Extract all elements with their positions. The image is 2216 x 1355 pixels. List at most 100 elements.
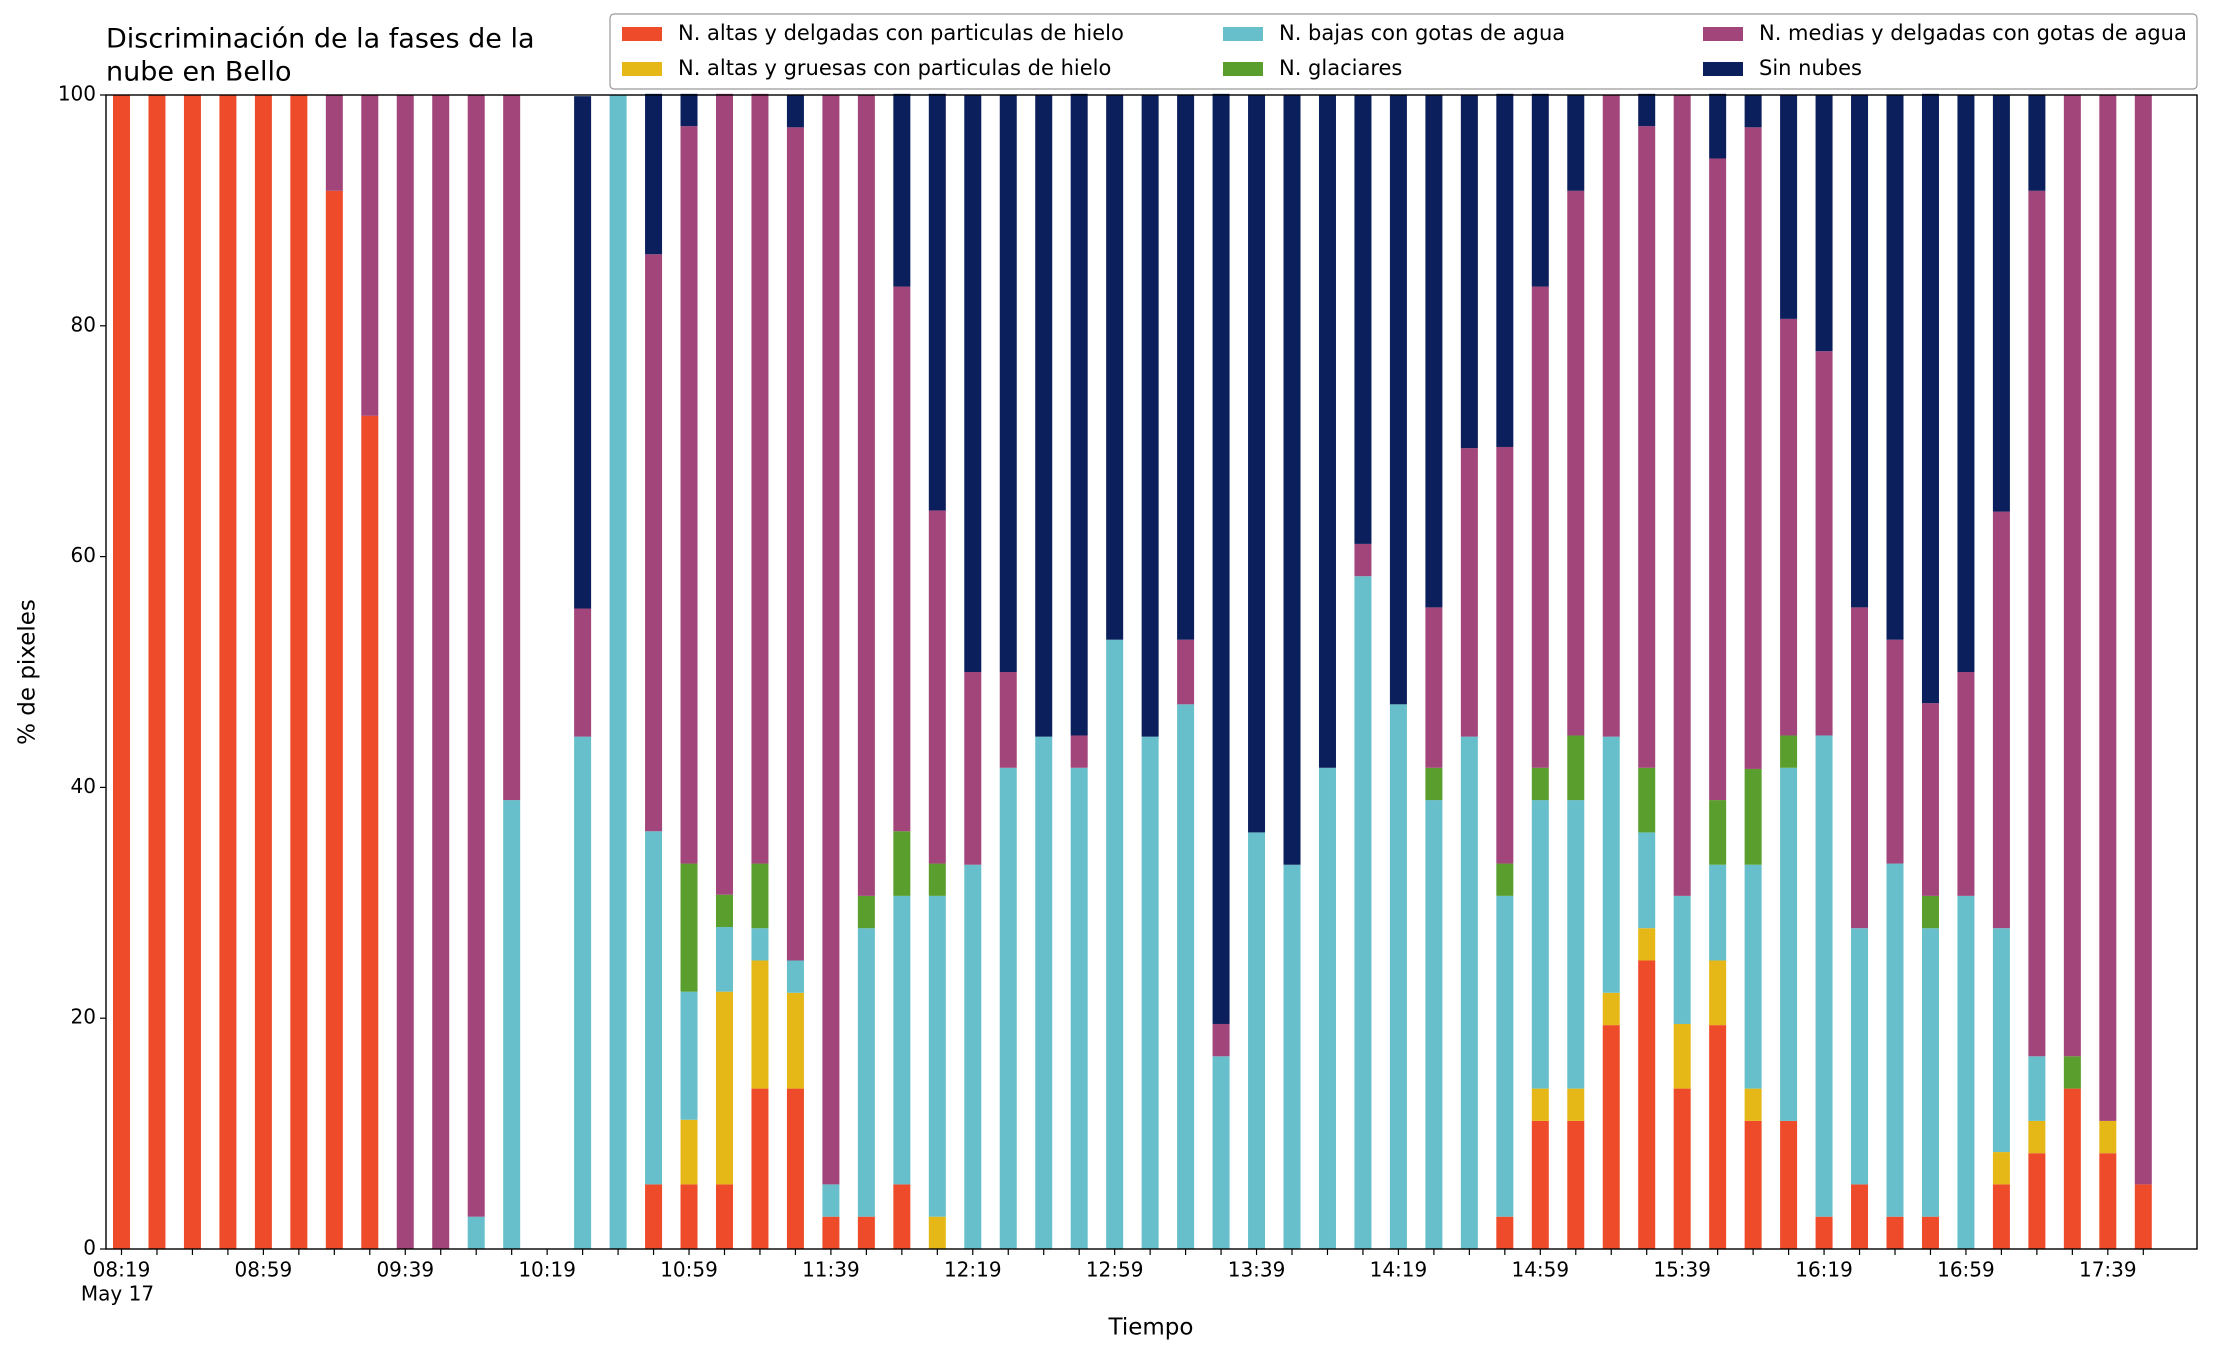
- x-tick-label: 13:39: [1228, 1258, 1286, 1282]
- bar-segment: [1035, 95, 1053, 737]
- bar-segment: [325, 190, 343, 1250]
- bar-segment: [2099, 1120, 2117, 1154]
- bar-segment: [751, 863, 769, 929]
- bar-segment: [361, 415, 379, 1249]
- bar-segment: [1035, 736, 1053, 1249]
- bar-segment: [113, 95, 130, 1249]
- bar-segment: [1709, 960, 1727, 1026]
- bar-segment: [1851, 928, 1869, 1185]
- bar-segment: [751, 93, 769, 864]
- bar-segment: [1886, 1216, 1904, 1249]
- bar-segment: [1709, 93, 1727, 159]
- bar-segment: [857, 95, 875, 896]
- bar-segment: [1744, 768, 1762, 865]
- bar-segment: [786, 992, 804, 1089]
- y-axis-label: % de pixeles: [15, 599, 41, 745]
- bar-segment: [1425, 767, 1443, 801]
- bar-segment: [857, 895, 875, 929]
- bar-segment: [1709, 158, 1727, 801]
- legend-label: N. altas y delgadas con particulas de hi…: [678, 21, 1124, 45]
- bar-segment: [1602, 1025, 1620, 1249]
- bar-segment: [786, 1088, 804, 1249]
- bar-segment: [2063, 95, 2081, 1057]
- bar-segment: [680, 1119, 698, 1185]
- y-tick-label: 20: [71, 1005, 96, 1029]
- bar-segment: [1709, 864, 1727, 961]
- bar-segment: [1638, 767, 1656, 833]
- bar-segment: [1673, 895, 1691, 1024]
- bar-segment: [1531, 1120, 1549, 1249]
- bar-segment: [2028, 1120, 2046, 1154]
- bar-segment: [1567, 735, 1585, 801]
- bar-segment: [928, 93, 946, 511]
- bar-segment: [2028, 1056, 2046, 1121]
- bar-segment: [1248, 832, 1266, 1249]
- bar-segment: [1354, 543, 1372, 577]
- bar-segment: [2063, 1088, 2081, 1249]
- bar-segment: [1496, 895, 1514, 1217]
- bar-segment: [1354, 576, 1372, 1249]
- bar-segment: [928, 895, 946, 1217]
- bar-segment: [751, 928, 769, 961]
- bar-segment: [1709, 1025, 1727, 1249]
- y-tick-label: 80: [71, 312, 96, 336]
- bar-segment: [1815, 351, 1833, 736]
- bar-segment: [1602, 95, 1620, 737]
- bar-segment: [1638, 928, 1656, 961]
- bar-segment: [2134, 95, 2152, 1185]
- bar-segment: [503, 95, 521, 801]
- bar-segment: [822, 1184, 840, 1217]
- bar-segment: [715, 1184, 733, 1249]
- bar-segment: [1141, 95, 1159, 737]
- bar-segment: [1460, 95, 1478, 449]
- bar-segment: [1957, 672, 1975, 896]
- bar-segment: [1921, 1216, 1939, 1249]
- y-tick-label: 100: [58, 82, 96, 106]
- bar-segment: [1638, 832, 1656, 929]
- bar-segment: [2099, 1153, 2117, 1249]
- bar-segment: [857, 1216, 875, 1249]
- bar-segment: [1070, 735, 1088, 768]
- bar-segment: [503, 800, 521, 1249]
- bar-segment: [1921, 93, 1939, 704]
- legend-swatch: [1703, 62, 1743, 76]
- bar-segment: [1567, 95, 1585, 191]
- bar-segment: [645, 831, 663, 1185]
- bar-segment: [1567, 190, 1585, 736]
- x-tick-label: 14:59: [1511, 1258, 1569, 1282]
- bar-segment: [1318, 95, 1336, 768]
- bar-segment: [1106, 639, 1124, 1249]
- bar-segment: [1780, 1120, 1798, 1249]
- bar-segment: [1744, 127, 1762, 769]
- bar-segment: [1815, 735, 1833, 1217]
- legend-swatch: [622, 62, 662, 76]
- bar-segment: [396, 95, 414, 1249]
- bar-segment: [1531, 767, 1549, 801]
- legend-box: [609, 13, 2198, 90]
- bar-segment: [1212, 1023, 1230, 1057]
- bar-segment: [928, 863, 946, 896]
- bar-segment: [680, 1184, 698, 1249]
- bar-segment: [1602, 992, 1620, 1026]
- bar-segment: [1106, 95, 1124, 640]
- bar-segment: [1851, 607, 1869, 929]
- y-tick-label: 0: [83, 1236, 96, 1260]
- bar-segment: [1425, 95, 1443, 608]
- bar-segment: [786, 960, 804, 993]
- bar-segment: [1425, 607, 1443, 768]
- chart-title: Discriminación de la fases de la: [106, 24, 535, 55]
- legend-label: N. glaciares: [1279, 56, 1402, 80]
- bar-segment: [1673, 1023, 1691, 1089]
- y-tick-label: 40: [71, 774, 96, 798]
- bar-segment: [893, 895, 911, 1185]
- x-tick-label: 10:19: [518, 1258, 576, 1282]
- bar-segment: [1460, 448, 1478, 737]
- bar-segment: [1992, 1184, 2010, 1249]
- bar-segment: [1744, 1120, 1762, 1249]
- bar-segment: [1780, 735, 1798, 768]
- legend-label: N. bajas con gotas de agua: [1279, 21, 1565, 45]
- bar-segment: [893, 831, 911, 896]
- x-sublabel: May 17: [81, 1282, 154, 1306]
- bar-segment: [964, 95, 982, 672]
- bar-segment: [1815, 1216, 1833, 1249]
